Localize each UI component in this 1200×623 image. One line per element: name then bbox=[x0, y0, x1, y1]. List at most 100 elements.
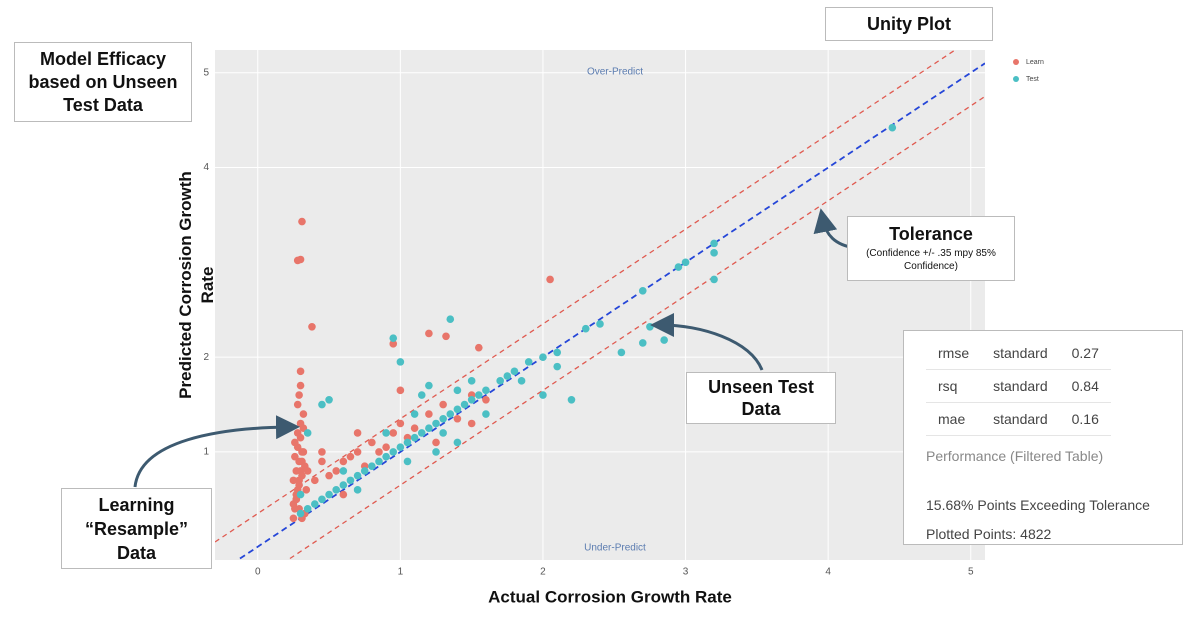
point bbox=[432, 419, 440, 428]
tolerance-title: Tolerance bbox=[889, 224, 973, 244]
exceeding: 15.68% Points Exceeding Tolerance bbox=[926, 497, 1150, 513]
point bbox=[389, 340, 398, 348]
point bbox=[292, 467, 301, 475]
point bbox=[318, 448, 326, 456]
point bbox=[453, 438, 462, 447]
point bbox=[375, 457, 383, 466]
point bbox=[325, 471, 333, 480]
point bbox=[368, 462, 376, 470]
point bbox=[442, 332, 450, 341]
metrics-cell: 0.27 bbox=[1059, 337, 1111, 370]
metrics-panel: rmse standard 0.27 rsq standard 0.84 mae standa… bbox=[903, 330, 1183, 545]
y-tick-label: 1 bbox=[203, 447, 209, 458]
unseen-box: Unseen Test Data bbox=[686, 372, 836, 424]
point bbox=[710, 275, 718, 284]
x-axis-label: Actual Corrosion Growth Rate bbox=[488, 587, 732, 606]
point bbox=[298, 217, 306, 226]
tolerance-note: (Confidence +/- .35 mpy 85% Confidence) bbox=[866, 248, 996, 272]
subtitle-box: Model Efficacy based on Unseen Test Data bbox=[14, 42, 192, 122]
point bbox=[308, 323, 316, 331]
point bbox=[296, 419, 305, 428]
point bbox=[710, 239, 718, 248]
point bbox=[581, 324, 590, 333]
point bbox=[396, 386, 405, 395]
point bbox=[410, 433, 419, 442]
reference-lines bbox=[215, 50, 985, 560]
metrics-cell: 0.16 bbox=[1059, 402, 1111, 436]
point bbox=[346, 476, 355, 485]
title: Unity Plot bbox=[867, 13, 951, 34]
point bbox=[295, 391, 303, 399]
point bbox=[482, 410, 490, 418]
point bbox=[596, 320, 604, 328]
point bbox=[360, 467, 369, 475]
point bbox=[346, 452, 355, 461]
point bbox=[453, 414, 462, 423]
point bbox=[396, 419, 405, 428]
point bbox=[296, 490, 305, 499]
point bbox=[289, 476, 298, 485]
point bbox=[311, 476, 319, 485]
point bbox=[296, 509, 305, 518]
point bbox=[295, 481, 303, 489]
point bbox=[296, 367, 305, 376]
x-tick-label: 1 bbox=[398, 567, 404, 578]
subtitle: Model Efficacy based on Unseen Test Data bbox=[28, 48, 178, 115]
point bbox=[353, 471, 362, 480]
point bbox=[298, 448, 306, 456]
point bbox=[638, 339, 647, 347]
learning-label: Learning “Resample” Data bbox=[84, 494, 189, 563]
point bbox=[339, 457, 348, 466]
point bbox=[382, 429, 390, 437]
point bbox=[375, 448, 383, 456]
point bbox=[293, 400, 302, 409]
point bbox=[318, 495, 326, 504]
point bbox=[474, 391, 483, 399]
point bbox=[410, 410, 419, 418]
point bbox=[467, 419, 476, 428]
point bbox=[389, 448, 398, 456]
point bbox=[617, 348, 626, 357]
point bbox=[539, 353, 547, 361]
metrics-cell: standard bbox=[981, 337, 1060, 370]
point bbox=[389, 334, 398, 342]
point bbox=[332, 467, 341, 475]
metrics-cell: mae bbox=[926, 402, 982, 436]
legend-label: Learn bbox=[1026, 59, 1044, 66]
point bbox=[646, 323, 654, 331]
point bbox=[660, 336, 668, 344]
point bbox=[482, 386, 490, 395]
point bbox=[295, 457, 303, 466]
unity-line bbox=[236, 62, 985, 560]
metrics-row: rsq standard 0.84 bbox=[926, 369, 1111, 403]
metrics-row: mae standard 0.16 bbox=[926, 402, 1111, 436]
point bbox=[460, 400, 469, 409]
point bbox=[446, 315, 455, 324]
point bbox=[439, 400, 447, 409]
y-tick-label: 4 bbox=[203, 162, 209, 173]
point bbox=[296, 381, 305, 390]
point bbox=[403, 438, 412, 447]
point bbox=[339, 490, 348, 499]
metrics-table: rmse standard 0.27 rsq standard 0.84 mae standa… bbox=[926, 337, 1111, 436]
point bbox=[425, 410, 433, 418]
title-box: Unity Plot bbox=[825, 7, 993, 41]
point bbox=[539, 391, 547, 399]
point bbox=[417, 429, 426, 437]
point bbox=[446, 410, 455, 418]
point bbox=[291, 438, 299, 447]
legend-swatch bbox=[1013, 59, 1019, 65]
point bbox=[368, 438, 376, 447]
point bbox=[510, 367, 519, 376]
point bbox=[382, 452, 390, 461]
point bbox=[546, 275, 554, 284]
y-tick-label: 5 bbox=[203, 67, 209, 78]
x-tick-label: 2 bbox=[540, 567, 546, 578]
point bbox=[353, 429, 362, 437]
point bbox=[298, 471, 306, 480]
point bbox=[439, 414, 447, 423]
plotted: Plotted Points: 4822 bbox=[926, 526, 1052, 542]
tolerance-box: Tolerance (Confidence +/- .35 mpy 85% Con… bbox=[847, 216, 1015, 281]
plot-area bbox=[215, 50, 985, 560]
under-predict: Under-Predict bbox=[584, 543, 646, 554]
